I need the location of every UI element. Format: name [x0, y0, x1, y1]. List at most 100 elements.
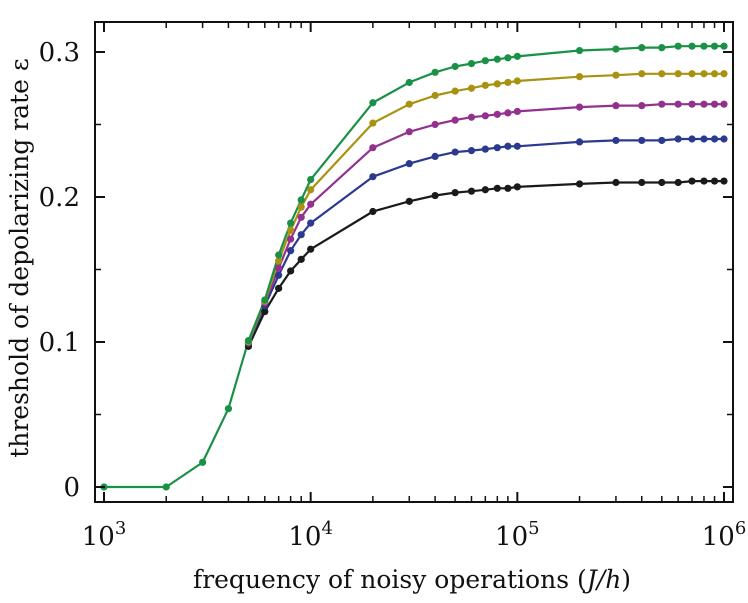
data-point-purple [451, 116, 459, 124]
data-point-green [162, 483, 170, 491]
data-point-green [297, 196, 305, 204]
data-point-olive [493, 80, 501, 88]
data-point-purple [369, 144, 377, 152]
data-point-purple [513, 107, 521, 116]
data-point-purple [493, 110, 501, 118]
data-point-olive [504, 78, 512, 87]
data-point-green [710, 42, 719, 50]
data-point-blue [720, 135, 728, 143]
y-tick-label: 0.1 [39, 328, 80, 358]
data-point-olive [513, 77, 521, 85]
data-point-black [638, 178, 646, 187]
data-point-blue [275, 271, 283, 279]
data-point-black [612, 178, 620, 187]
data-point-blue [287, 247, 295, 255]
data-point-purple [504, 109, 512, 117]
data-point-olive [612, 71, 620, 79]
data-point-black [297, 255, 305, 263]
data-point-purple [720, 100, 728, 108]
data-point-green [224, 405, 233, 413]
x-tick-label: 104 [288, 518, 333, 552]
data-point-black [674, 178, 682, 187]
data-point-blue [700, 135, 708, 143]
data-point-olive [307, 186, 315, 194]
data-point-black [710, 177, 719, 185]
data-point-olive [700, 70, 708, 78]
data-point-black [575, 180, 584, 188]
data-point-green [307, 176, 315, 184]
data-point-blue [297, 231, 305, 239]
plot-frame [94, 21, 734, 503]
series-line-green [104, 45, 724, 489]
data-point-purple [575, 103, 584, 111]
data-point-purple [710, 100, 719, 108]
data-point-blue [481, 145, 489, 153]
data-point-olive [467, 84, 476, 92]
data-point-olive [674, 70, 682, 78]
y-tick-label: 0 [63, 473, 80, 503]
data-point-olive [638, 70, 646, 78]
data-point-green [493, 55, 501, 63]
y-tick-label: 0.3 [39, 38, 80, 68]
data-point-green [688, 42, 696, 50]
data-point-purple [431, 120, 439, 129]
data-point-olive [297, 203, 305, 211]
data-point-black [658, 178, 666, 187]
data-point-purple [275, 264, 283, 272]
data-point-black [493, 184, 501, 192]
data-point-black [431, 191, 439, 200]
data-point-blue [369, 173, 377, 181]
data-point-olive [720, 70, 728, 78]
data-point-olive [710, 70, 719, 78]
data-point-green [261, 296, 269, 304]
series-markers [100, 42, 728, 491]
data-point-green [504, 54, 512, 62]
data-point-olive [405, 100, 413, 108]
data-point-olive [451, 87, 459, 95]
data-point-black [504, 184, 512, 192]
series-line-black [247, 180, 724, 347]
data-point-green [451, 62, 459, 71]
data-point-green [638, 44, 646, 52]
data-point-purple [688, 100, 696, 108]
data-point-olive [275, 257, 283, 265]
data-point-green [612, 45, 620, 53]
data-point-blue [638, 136, 646, 145]
data-point-blue [431, 152, 439, 160]
data-point-purple [467, 113, 476, 121]
data-point-green [674, 42, 682, 50]
data-point-olive [369, 119, 377, 127]
data-point-blue [688, 135, 696, 143]
axis-ticks [95, 22, 733, 502]
data-point-green [720, 42, 728, 50]
x-tick-labels: 103 104 105 106 [82, 518, 747, 552]
data-point-purple [674, 100, 682, 108]
data-point-blue [493, 144, 501, 152]
data-point-green [405, 78, 413, 87]
data-point-green [481, 57, 489, 65]
x-tick-label: 105 [495, 518, 540, 552]
x-tick-label: 106 [702, 518, 747, 552]
data-point-blue [307, 219, 315, 227]
data-point-olive [688, 70, 696, 78]
data-point-black [275, 284, 283, 292]
data-point-purple [481, 112, 489, 120]
data-point-black [720, 177, 728, 185]
data-point-purple [307, 200, 315, 208]
y-tick-labels: 0 0.1 0.2 0.3 [39, 38, 80, 503]
data-point-blue [575, 138, 584, 146]
data-point-blue [674, 135, 682, 143]
data-point-green [575, 46, 584, 55]
data-point-black [700, 177, 708, 185]
data-point-green [199, 458, 207, 466]
data-point-black [405, 197, 413, 205]
data-point-green [431, 68, 439, 76]
data-point-olive [575, 73, 584, 81]
data-point-purple [612, 102, 620, 110]
data-point-green [275, 251, 283, 259]
data-point-green [467, 60, 476, 68]
data-point-black [307, 245, 315, 253]
y-axis-title: threshold of depolarizing rate ε [5, 58, 34, 458]
x-axis-title: frequency of noisy operations (J/h) [193, 565, 631, 594]
